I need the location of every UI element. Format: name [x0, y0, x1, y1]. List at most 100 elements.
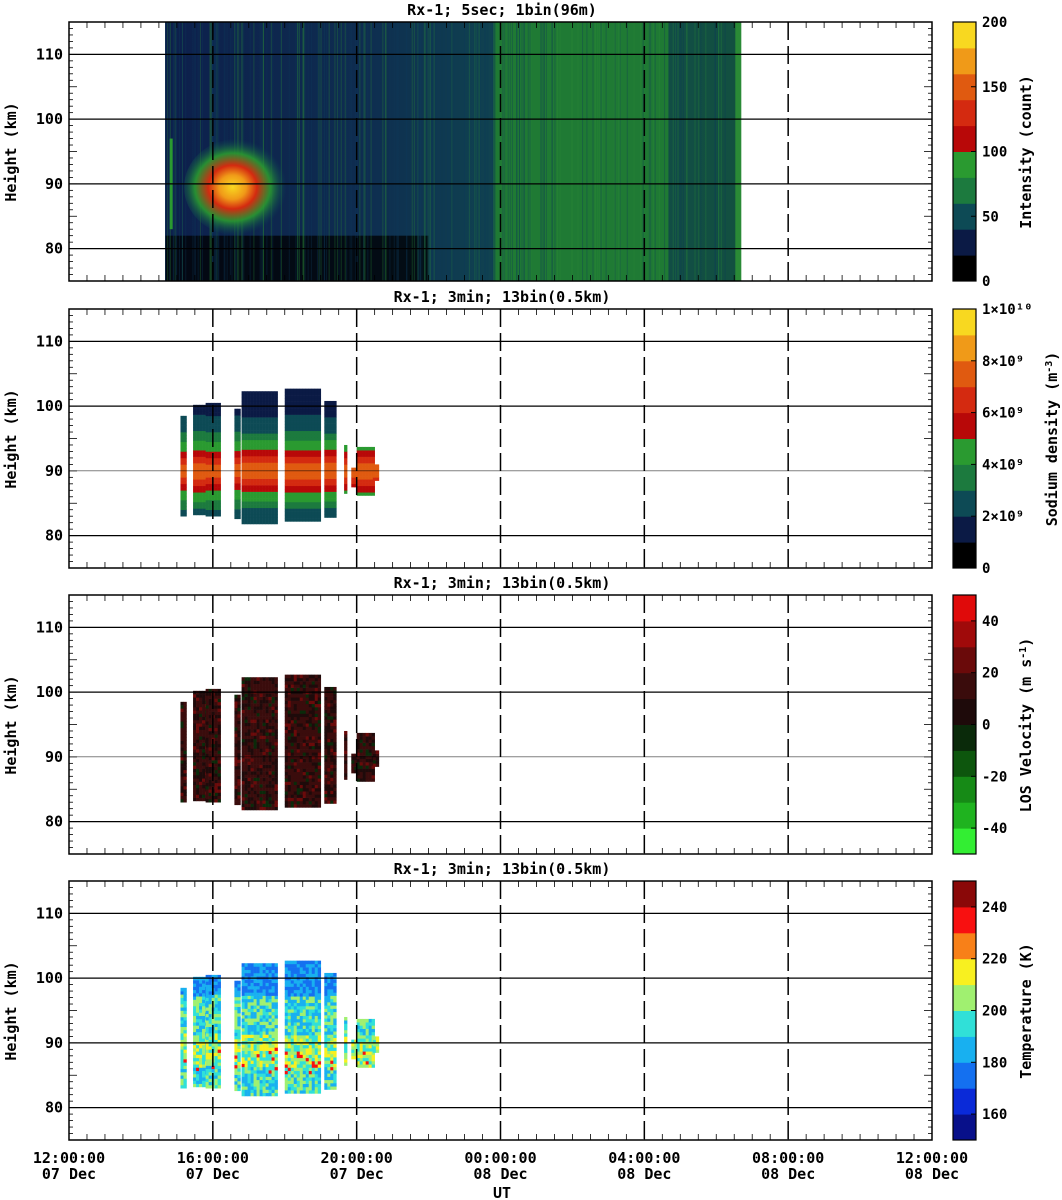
colorbar-swatch [953, 1010, 976, 1037]
bright-background [494, 22, 669, 281]
x-tick-time: 12:00:00 [33, 1149, 105, 1167]
y-tick-label: 80 [45, 813, 63, 831]
sodium-layer-intensity [184, 138, 292, 236]
panel-temperature-yticks: 80 90 100 110 [36, 887, 932, 1134]
colorbar-swatch [953, 1088, 976, 1115]
x-tick-time: 08:00:00 [752, 1149, 824, 1167]
colorbar-swatch [953, 360, 976, 388]
x-tick-time: 12:00:00 [896, 1149, 968, 1167]
colorbar-tick-label: 40 [982, 614, 999, 630]
colorbar-swatch [953, 881, 976, 908]
colorbar-swatch [953, 828, 976, 855]
colorbar-swatch [953, 99, 976, 127]
colorbar-tick-label: 220 [982, 952, 1007, 968]
y-tick-label: 110 [36, 904, 63, 922]
panel-temperature-title: Rx-1; 3min; 13bin(0.5km) [394, 860, 611, 878]
panel-velocity-yticks: 80 90 100 110 [36, 601, 932, 848]
colorbar-tick-label: 100 [982, 145, 1007, 161]
panel-sodium-colorbar: 0 2×10⁹ 4×10⁹ 6×10⁹ 8×10⁹ 1×10¹⁰ [952, 302, 1033, 577]
colorbar-swatch [953, 438, 976, 465]
x-tick-date: 08 Dec [761, 1165, 815, 1183]
colorbar-tick-label: 20 [982, 666, 999, 682]
y-tick-label: 90 [45, 462, 63, 480]
x-tick-date: 07 Dec [42, 1165, 96, 1183]
x-tick-time: 00:00:00 [464, 1149, 536, 1167]
panel-sodium-grid [69, 309, 932, 568]
colorbar-swatch [953, 776, 976, 803]
colorbar-swatch [953, 125, 976, 152]
panel-intensity-colorbar: 0 50 100 150 200 [952, 15, 1007, 290]
panel-sodium: Rx-1; 3min; 13bin(0.5km) Height (km) 80 9… [2, 288, 1061, 577]
y-tick-label: 100 [36, 683, 63, 701]
y-tick-label: 100 [36, 969, 63, 987]
colorbar-swatch [953, 255, 976, 282]
colorbar-swatch [953, 646, 976, 674]
colorbar-swatch [953, 334, 976, 362]
y-tick-label: 100 [36, 397, 63, 415]
panel-sodium-frame [68, 308, 933, 569]
x-tick-time: 20:00:00 [321, 1149, 393, 1167]
y-tick-label: 90 [45, 748, 63, 766]
panel-velocity-frame [68, 594, 933, 855]
x-tick-date: 08 Dec [617, 1165, 671, 1183]
x-tick-date: 08 Dec [905, 1165, 959, 1183]
colorbar-swatch [953, 1114, 976, 1141]
colorbar-tick-label: 160 [982, 1107, 1007, 1123]
y-tick-label: 100 [36, 110, 63, 128]
colorbar-tick-label: 150 [982, 80, 1007, 96]
y-tick-label: 80 [45, 1099, 63, 1117]
colorbar-swatch [953, 620, 976, 648]
panel-intensity-ylabel: Height (km) [2, 102, 20, 201]
colorbar-tick-label: 2×10⁹ [982, 509, 1024, 525]
colorbar-swatch [953, 464, 976, 491]
colorbar-swatch [953, 490, 976, 517]
x-tick-time: 04:00:00 [608, 1149, 680, 1167]
colorbar-swatch [953, 724, 976, 751]
panel-velocity-ylabel: Height (km) [2, 675, 20, 774]
panel-velocity-title: Rx-1; 3min; 13bin(0.5km) [394, 574, 611, 592]
colorbar-swatch [953, 1062, 976, 1089]
colorbar-tick-label: 240 [982, 900, 1007, 916]
y-tick-label: 110 [36, 45, 63, 63]
colorbar-swatch [953, 73, 976, 101]
colorbar-swatch [953, 802, 976, 829]
colorbar-swatch [953, 309, 976, 336]
panel-velocity-data [180, 674, 380, 811]
panel-temperature-ylabel: Height (km) [2, 961, 20, 1060]
panel-temperature-colorbar: 160 180 200 220 240 [952, 880, 1007, 1141]
background-stripe [735, 22, 742, 281]
colorbar-tick-label: 180 [982, 1055, 1007, 1071]
colorbar-tick-label: 0 [982, 561, 990, 577]
panel-intensity-title: Rx-1; 5sec; 1bin(96m) [407, 1, 597, 19]
y-tick-label: 110 [36, 332, 63, 350]
panel-temperature-grid [69, 881, 932, 1140]
colorbar-tick-label: -40 [982, 821, 1007, 837]
colorbar-swatch [953, 516, 976, 543]
x-tick-time: 16:00:00 [177, 1149, 249, 1167]
colorbar-tick-label: 200 [982, 1004, 1007, 1020]
colorbar-swatch [953, 47, 976, 75]
panel-velocity-colorbar-label: LOS Velocity (m s-1) [1017, 638, 1035, 813]
x-tick-date: 07 Dec [330, 1165, 384, 1183]
colorbar-tick-label: 200 [982, 15, 1007, 31]
colorbar-swatch [953, 595, 976, 622]
panel-velocity: Rx-1; 3min; 13bin(0.5km) Height (km) 80 9… [2, 574, 1035, 855]
colorbar-swatch [953, 958, 976, 986]
y-tick-label: 80 [45, 527, 63, 545]
panel-sodium-yticks: 80 90 100 110 [36, 315, 932, 562]
colorbar-tick-label: 8×10⁹ [982, 354, 1024, 370]
colorbar-swatch [953, 672, 976, 700]
colorbar-swatch [953, 1036, 976, 1063]
y-tick-label: 90 [45, 1034, 63, 1052]
panel-temperature-colorbar-label: Temperature (K) [1017, 943, 1035, 1078]
colorbar-tick-label: 0 [982, 274, 990, 290]
colorbar-swatch [953, 22, 976, 49]
colorbar-tick-label: 6×10⁹ [982, 406, 1024, 422]
panel-intensity-data [165, 22, 742, 281]
panel-sodium-title: Rx-1; 3min; 13bin(0.5km) [394, 288, 611, 306]
colorbar-swatch [953, 229, 976, 256]
colorbar-tick-label: 50 [982, 209, 999, 225]
x-tick-date: 07 Dec [186, 1165, 240, 1183]
